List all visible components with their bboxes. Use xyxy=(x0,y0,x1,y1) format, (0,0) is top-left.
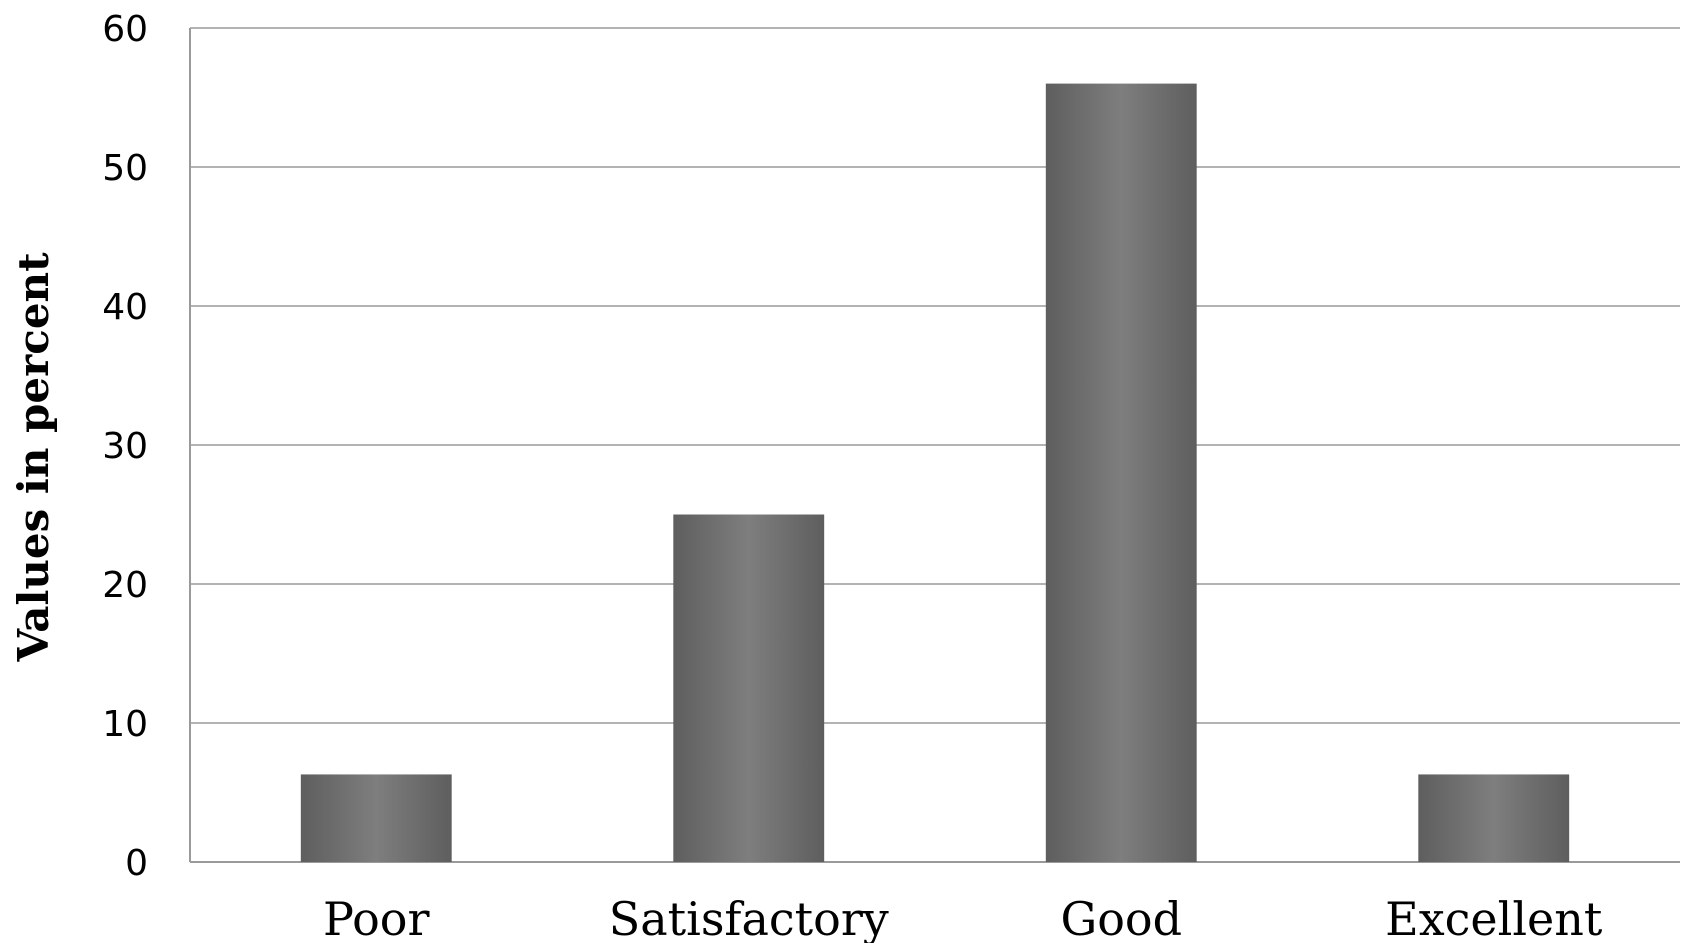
x-tick-label: Satisfactory xyxy=(609,892,889,943)
x-tick-label: Excellent xyxy=(1385,892,1603,943)
y-tick-label: 10 xyxy=(102,704,148,745)
bar-good xyxy=(1045,83,1197,863)
y-tick-label: 20 xyxy=(102,565,148,606)
y-axis-ticks: 0 10 20 30 40 50 60 xyxy=(102,9,148,884)
x-tick-label: Poor xyxy=(323,892,429,943)
bar-satisfactory xyxy=(673,514,825,862)
y-tick-label: 0 xyxy=(125,843,148,884)
bar-excellent xyxy=(1418,774,1570,862)
y-tick-label: 30 xyxy=(102,426,148,467)
y-tick-label: 60 xyxy=(102,9,148,50)
x-tick-label: Good xyxy=(1060,892,1182,943)
x-axis-ticks: Poor Satisfactory Good Excellent xyxy=(323,892,1603,943)
bars xyxy=(300,83,1570,863)
y-tick-label: 50 xyxy=(102,148,148,189)
bar-poor xyxy=(300,774,452,862)
y-tick-label: 40 xyxy=(102,287,148,328)
y-axis-label: Values in percent xyxy=(9,252,58,663)
gridlines xyxy=(189,27,1680,863)
